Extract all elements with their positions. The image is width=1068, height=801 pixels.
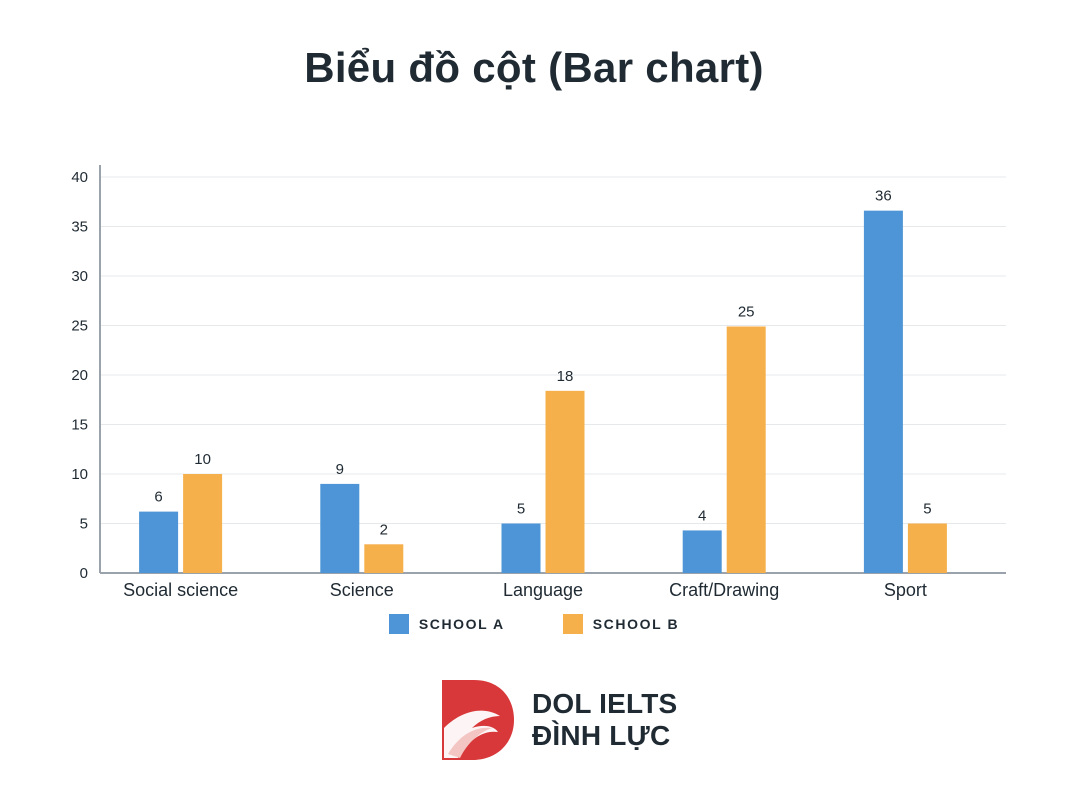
data-label: 4 [698, 507, 706, 524]
data-label: 18 [557, 368, 574, 385]
x-tick-label: Science [330, 580, 394, 600]
legend-item-school-a: SCHOOL A [388, 614, 505, 634]
data-label: 5 [517, 501, 525, 518]
data-label: 2 [380, 521, 388, 538]
y-tick-label: 5 [80, 516, 88, 533]
y-tick-label: 40 [71, 169, 88, 186]
y-tick-label: 35 [71, 219, 88, 236]
x-tick-label: Language [503, 580, 583, 600]
x-tick-label: Social science [123, 580, 238, 600]
dol-logo-icon [442, 680, 514, 760]
brand-logo: DOL IELTS ĐÌNH LỰC [440, 678, 677, 762]
data-label: 25 [738, 303, 755, 320]
legend-swatch-school-b [562, 614, 583, 634]
bar-school-a [320, 483, 360, 573]
chart-title: Biểu đồ cột (Bar chart) [304, 44, 764, 91]
data-label: 10 [194, 451, 211, 468]
bar-chart: 0 5 10 15 20 25 30 35 40 6 10 Social science 9 2 Scien… [71, 165, 1006, 600]
chart-legend: SCHOOL A SCHOOL B [0, 614, 1068, 634]
y-tick-label: 10 [71, 466, 88, 483]
x-tick-label: Sport [884, 580, 927, 600]
bar-school-b [545, 390, 585, 573]
bar-school-a [863, 210, 903, 573]
data-label: 9 [336, 461, 344, 478]
legend-item-school-b: SCHOOL B [562, 614, 680, 634]
y-tick-label: 30 [71, 268, 88, 285]
data-label: 5 [923, 501, 931, 518]
x-tick-label: Craft/Drawing [669, 580, 779, 600]
brand-line-2: ĐÌNH LỰC [532, 720, 671, 751]
legend-label-school-a: SCHOOL A [418, 616, 505, 632]
bar-school-a [139, 511, 179, 573]
bar-school-b [907, 523, 947, 573]
bar-school-b [364, 544, 404, 573]
data-label: 36 [875, 188, 892, 205]
bar-school-b [183, 474, 223, 573]
legend-swatch-school-a [388, 614, 409, 634]
brand-line-1: DOL IELTS [532, 688, 678, 719]
bar-school-b [726, 326, 766, 573]
y-tick-label: 25 [71, 318, 88, 335]
data-label: 6 [154, 489, 162, 506]
legend-label-school-b: SCHOOL B [592, 616, 680, 632]
y-tick-label: 15 [71, 417, 88, 434]
bar-school-a [501, 523, 541, 573]
bar-school-a [682, 530, 722, 573]
y-tick-label: 0 [80, 565, 88, 582]
y-tick-label: 20 [71, 367, 88, 384]
